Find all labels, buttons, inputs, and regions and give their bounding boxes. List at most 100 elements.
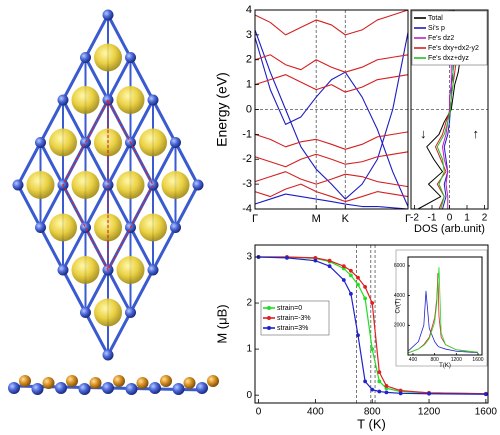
series-line	[254, 9, 409, 36]
bond	[129, 56, 155, 101]
bond	[84, 141, 110, 186]
si-atom	[147, 94, 159, 106]
fe-orbital	[116, 171, 145, 199]
fe-orbital	[139, 128, 167, 157]
si-atom	[35, 222, 46, 233]
series-line	[258, 256, 486, 395]
y-tick-label: 4	[246, 4, 252, 16]
x-axis-label: DOS (arb.unit)	[414, 223, 485, 235]
data-point	[356, 282, 360, 287]
si-atom	[57, 264, 69, 276]
legend-label: Fe's dz2	[428, 35, 454, 42]
fe-orbital	[116, 86, 145, 114]
bond	[106, 269, 132, 314]
bond	[84, 269, 110, 314]
bond	[106, 184, 132, 229]
data-point	[384, 390, 389, 395]
x-tick-label: -1	[428, 213, 437, 224]
data-point	[341, 264, 346, 269]
bond	[106, 311, 132, 356]
bond	[84, 311, 110, 356]
series-line	[254, 183, 409, 203]
x-tick-label: 1200	[418, 407, 441, 418]
si-atom	[102, 349, 114, 361]
legend-label: strain=0	[277, 305, 302, 312]
bond	[84, 184, 110, 229]
side-si-atom	[31, 383, 44, 395]
bond	[39, 184, 65, 229]
fe-orbital	[116, 256, 145, 284]
y-tick-label: 2	[246, 54, 252, 66]
si-atom	[125, 52, 136, 63]
side-fe-atom	[19, 375, 31, 387]
side-fe-atom	[66, 375, 78, 387]
fe-orbital	[49, 128, 77, 157]
si-atom	[80, 137, 91, 148]
side-si-atom	[125, 383, 138, 395]
bond	[39, 99, 65, 144]
bond	[151, 184, 177, 229]
series-line	[254, 193, 409, 210]
data-point	[377, 370, 382, 375]
series-line	[408, 290, 479, 354]
x-tick-label: 400	[409, 357, 418, 363]
series-line	[408, 266, 479, 354]
data-point	[483, 392, 488, 397]
y-tick-label: -3	[242, 178, 252, 190]
x-tick-label: Γ	[252, 213, 258, 225]
series-line	[258, 256, 486, 395]
legend-label: Fe's dxz+dyz	[428, 55, 469, 62]
x-tick-label: 1600	[475, 407, 498, 418]
fe-orbital	[49, 213, 77, 242]
y-tick-label: 1	[246, 344, 252, 355]
si-atom	[147, 179, 159, 191]
data-point	[348, 268, 353, 273]
bond	[106, 56, 132, 101]
data-point	[313, 258, 318, 263]
y-tick-label: 4000	[394, 293, 405, 299]
y-axis-label: Cv(T)	[396, 299, 402, 314]
bond	[84, 14, 110, 59]
legend-marker	[267, 306, 271, 310]
bond	[16, 184, 42, 229]
si-atom	[80, 222, 91, 233]
data-point	[348, 273, 353, 278]
bond	[61, 269, 87, 314]
side-fe-atom	[89, 377, 102, 389]
x-tick-label: 1	[464, 213, 470, 224]
side-fe-atom	[183, 377, 196, 389]
x-tick-label: K	[342, 213, 350, 225]
side-si-atom	[172, 383, 185, 395]
series-line	[254, 74, 409, 93]
data-point	[398, 388, 403, 393]
si-atom	[57, 94, 69, 106]
legend-label: strain=3%	[277, 325, 308, 332]
data-point	[348, 291, 353, 296]
fe-orbital	[161, 171, 190, 199]
data-point	[341, 278, 346, 282]
bond	[16, 141, 42, 186]
x-axis-label: T(K)	[439, 363, 451, 369]
side-fe-atom	[113, 375, 125, 387]
si-atom	[170, 137, 181, 148]
fe-orbital	[139, 213, 167, 242]
bond	[39, 141, 65, 186]
bond	[61, 56, 87, 101]
data-point	[370, 347, 375, 352]
side-si-atom	[196, 382, 208, 394]
y-tick-label: 2	[246, 298, 252, 309]
si-atom	[12, 179, 24, 191]
series-line	[254, 151, 409, 168]
y-tick-label: 6000	[394, 263, 405, 269]
plot-frame	[407, 256, 483, 356]
data-point	[377, 389, 382, 394]
fe-orbital	[71, 86, 100, 114]
y-axis-label: M (μB)	[214, 304, 229, 343]
series-line	[254, 131, 409, 150]
unit-cell	[62, 98, 154, 272]
x-tick-label: 1600	[472, 357, 483, 363]
x-tick-label: -2	[410, 213, 419, 224]
x-tick-label: 2	[482, 213, 488, 224]
x-tick-label: 0	[447, 213, 453, 224]
si-atom	[170, 222, 181, 233]
